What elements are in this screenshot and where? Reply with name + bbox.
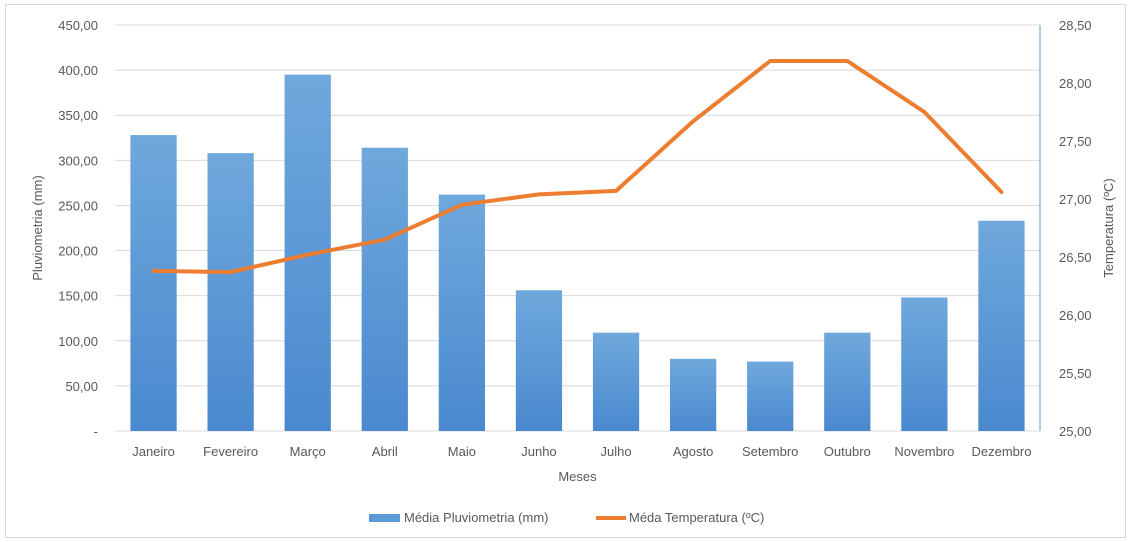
y2-tick-label: 25,50: [1059, 366, 1092, 381]
y-tick-label: 400,00: [58, 63, 98, 78]
temperature-point: [922, 110, 926, 114]
x-axis-title: Meses: [558, 469, 597, 484]
y-tick-label: -: [94, 424, 98, 439]
bar-novembro: [901, 297, 948, 431]
bar-maio: [438, 194, 485, 431]
bar-abril: [361, 147, 408, 432]
bar-julho: [592, 332, 640, 431]
bar-janeiro: [130, 135, 177, 431]
y-tick-label: 150,00: [58, 289, 98, 304]
line-series: [151, 58, 1004, 275]
bar-fevereiro: [207, 153, 254, 432]
chart-frame: [5, 4, 1126, 538]
legend-bar-label: Média Pluviometria (mm): [404, 510, 548, 525]
legend-bar-swatch: [369, 514, 400, 522]
y2-tick-label: 25,00: [1059, 424, 1092, 439]
y-tick-label: 250,00: [58, 198, 98, 213]
temperature-point: [537, 192, 541, 196]
x-tick-label: Março: [290, 444, 326, 459]
bar-agosto: [670, 358, 717, 431]
x-tick-label: Dezembro: [971, 444, 1031, 459]
y-tick-label: 50,00: [65, 379, 98, 394]
y2-tick-label: 27,00: [1059, 192, 1092, 207]
x-tick-label: Junho: [521, 444, 556, 459]
x-tick-label: Outubro: [824, 444, 871, 459]
y2-tick-label: 28,50: [1059, 18, 1092, 33]
x-tick-label: Janeiro: [132, 444, 175, 459]
legend-line-label: Méda Temperatura (ºC): [629, 510, 764, 525]
x-tick-label: Fevereiro: [203, 444, 258, 459]
gridlines: [115, 24, 1040, 432]
temperature-point: [999, 190, 1003, 194]
temperature-point: [306, 253, 310, 257]
temperature-point: [845, 59, 849, 63]
y-tick-label: 100,00: [58, 334, 98, 349]
x-tick-label: Maio: [448, 444, 476, 459]
temperature-point: [768, 59, 772, 63]
bar-junho: [515, 290, 563, 431]
y2-axis-title: Temperatura (ºC): [1101, 178, 1116, 277]
y-tick-label: 450,00: [58, 18, 98, 33]
bar-setembro: [747, 361, 794, 431]
bar-dezembro: [978, 220, 1025, 431]
x-tick-label: Setembro: [742, 444, 798, 459]
bar-outubro: [824, 332, 871, 431]
y-axis-title: Pluviometria (mm): [30, 175, 45, 280]
temperature-point: [691, 119, 695, 123]
bar-series: [130, 74, 1025, 432]
y-tick-label: 200,00: [58, 244, 98, 259]
y-tick-label: 300,00: [58, 153, 98, 168]
x-tick-label: Agosto: [673, 444, 713, 459]
temperature-point: [460, 203, 464, 207]
temperature-point: [152, 269, 156, 273]
x-tick-label: Abril: [372, 444, 398, 459]
temperature-line: [151, 58, 1004, 275]
x-tick-label: Novembro: [894, 444, 954, 459]
y2-tick-label: 28,00: [1059, 76, 1092, 91]
y-tick-label: 350,00: [58, 108, 98, 123]
y2-tick-label: 26,00: [1059, 308, 1092, 323]
temperature-point: [229, 270, 233, 274]
y2-tick-label: 26,50: [1059, 250, 1092, 265]
x-tick-label: Julho: [601, 444, 632, 459]
temperature-point: [383, 238, 387, 242]
y2-tick-label: 27,50: [1059, 134, 1092, 149]
axes: - 50,00 100,00 150,00 200,00 250,00 300,00 350,…: [58, 18, 1091, 459]
legend: Média Pluviometria (mm) Méda Temperatura…: [369, 510, 764, 525]
temperature-point: [614, 189, 618, 193]
